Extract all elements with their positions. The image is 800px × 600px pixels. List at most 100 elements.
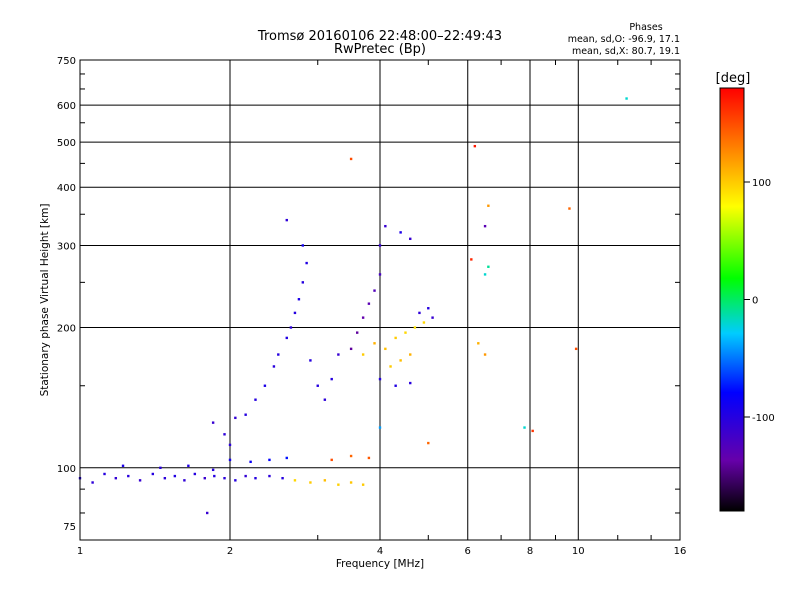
y-tick-label: 75 (63, 522, 76, 533)
data-point (409, 237, 412, 241)
data-point (487, 265, 490, 268)
y-tick-label: 100 (57, 464, 76, 475)
data-point (473, 144, 477, 148)
y-tick-label: 200 (57, 324, 76, 335)
data-point (422, 321, 426, 324)
data-point (114, 476, 118, 480)
data-point (254, 476, 257, 480)
data-point (272, 365, 276, 368)
plot-frame (79, 59, 681, 541)
x-tick-label: 4 (377, 546, 383, 557)
data-point (384, 224, 387, 228)
data-point (367, 456, 371, 460)
data-point (285, 218, 288, 222)
data-point (349, 157, 353, 161)
data-point (394, 384, 397, 387)
x-tick-label: 1 (77, 546, 83, 557)
data-point (91, 481, 94, 484)
chart-title: Tromsø 20160106 22:48:00–22:49:43 (257, 29, 502, 44)
chart-subtitle: RwPretec (Bp) (334, 42, 426, 57)
data-point (249, 460, 252, 464)
data-point (244, 413, 247, 416)
data-point (384, 347, 387, 351)
data-point (373, 342, 376, 345)
data-points (78, 97, 628, 515)
data-point (409, 381, 412, 385)
data-point (361, 483, 365, 486)
data-point (163, 476, 167, 480)
data-point (127, 474, 130, 478)
colorbar-label: [deg] (716, 71, 751, 86)
x-tick-label: 16 (674, 546, 687, 557)
data-point (337, 483, 340, 486)
data-point (159, 466, 162, 470)
colorbar-tick-label: 0 (752, 296, 758, 307)
x-tick-label: 10 (572, 546, 585, 557)
x-tick-label: 6 (465, 546, 471, 557)
x-tick-label: 8 (527, 546, 533, 557)
data-point (427, 307, 430, 310)
data-point (138, 479, 142, 482)
data-point (483, 353, 487, 356)
data-point (301, 281, 305, 284)
data-point (378, 426, 382, 429)
data-point (399, 359, 402, 362)
data-point (431, 316, 434, 319)
data-point (228, 443, 232, 447)
x-tick-label: 2 (227, 546, 233, 557)
data-point (205, 511, 209, 515)
data-point (427, 441, 430, 445)
data-point (625, 97, 628, 100)
data-point (483, 273, 487, 276)
data-point (121, 464, 125, 467)
data-point (355, 331, 359, 334)
data-point (268, 474, 271, 478)
data-point (309, 481, 312, 484)
colorbar-gradient (719, 87, 745, 512)
y-tick-label: 300 (57, 241, 76, 252)
data-point (470, 258, 473, 261)
data-point (330, 377, 333, 381)
y-tick-label: 400 (57, 183, 76, 194)
data-point (568, 207, 571, 210)
data-point (337, 353, 340, 356)
data-point (404, 331, 407, 334)
data-point (305, 261, 308, 265)
y-axis-label: Stationary phase Virtual Height [km] (39, 204, 51, 397)
data-point (211, 468, 215, 472)
y-tick-label: 500 (57, 138, 76, 149)
data-point (244, 474, 247, 478)
data-point (316, 384, 319, 387)
data-point (228, 458, 232, 462)
stats-title: Phases (629, 22, 662, 33)
data-point (263, 384, 267, 387)
data-point (361, 353, 365, 356)
grid-lines (80, 60, 680, 540)
data-point (234, 479, 237, 482)
data-point (409, 353, 412, 356)
data-point (289, 326, 293, 329)
data-point (193, 472, 197, 476)
data-point (378, 244, 382, 247)
data-point (487, 204, 490, 207)
data-point (203, 476, 206, 480)
data-point (183, 479, 186, 482)
y-tick-label: 750 (57, 56, 76, 67)
stats-x-line: mean, sd,X: 80.7, 19.1 (572, 46, 680, 57)
data-point (268, 458, 271, 462)
data-point (349, 347, 353, 351)
data-point (293, 479, 297, 482)
data-point (309, 359, 312, 362)
data-point (254, 398, 257, 401)
data-point (223, 433, 226, 436)
data-point (367, 302, 371, 305)
data-point (323, 398, 327, 401)
data-point (378, 273, 382, 276)
data-point (151, 472, 155, 476)
x-axis-label: Frequency [MHz] (336, 558, 424, 570)
y-tick-label: 600 (57, 101, 76, 112)
colorbar: [deg] 100 0 -100 (716, 71, 775, 512)
data-point (531, 429, 534, 433)
axis-ticks: 1 2 4 6 8 10 16 75 100 200 300 400 500 600 750 (57, 56, 686, 557)
data-point (330, 458, 333, 462)
